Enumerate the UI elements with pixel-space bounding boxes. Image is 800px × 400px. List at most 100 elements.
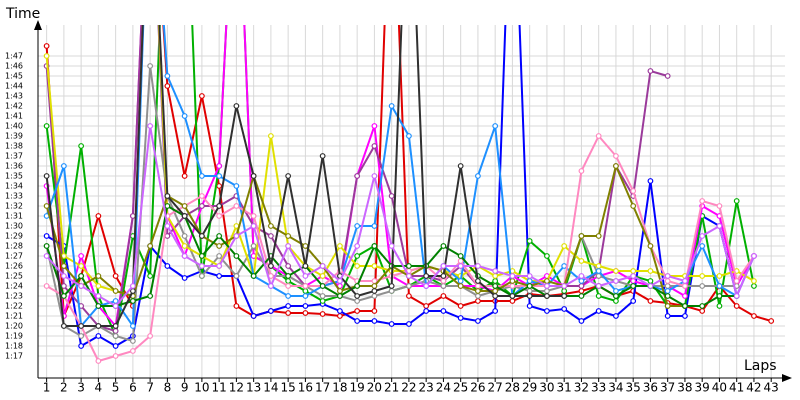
data-point bbox=[578, 278, 585, 284]
data-point bbox=[664, 278, 671, 284]
x-tick-label: 6 bbox=[129, 381, 137, 395]
data-point bbox=[181, 113, 188, 119]
data-point bbox=[43, 283, 50, 289]
data-point bbox=[95, 323, 102, 329]
data-point bbox=[630, 298, 637, 304]
data-point bbox=[406, 133, 412, 139]
data-point bbox=[716, 203, 723, 209]
data-point bbox=[250, 313, 257, 319]
data-point bbox=[78, 333, 85, 339]
data-point bbox=[751, 253, 757, 259]
data-point bbox=[440, 278, 447, 284]
data-point bbox=[595, 133, 602, 139]
data-point bbox=[78, 273, 85, 279]
data-point bbox=[613, 293, 619, 299]
data-point bbox=[647, 178, 654, 184]
x-tick-label: 24 bbox=[436, 381, 451, 395]
data-point bbox=[371, 308, 378, 314]
data-point bbox=[216, 233, 223, 239]
x-tick-label: 9 bbox=[181, 381, 189, 395]
x-tick-label: 12 bbox=[229, 381, 244, 395]
data-point bbox=[475, 263, 481, 269]
data-point bbox=[337, 288, 343, 294]
data-point bbox=[112, 273, 119, 279]
data-point bbox=[664, 303, 671, 309]
data-point bbox=[43, 123, 50, 129]
data-point bbox=[95, 273, 102, 279]
data-point bbox=[198, 93, 205, 99]
data-point bbox=[78, 343, 85, 349]
x-tick-label: 20 bbox=[367, 381, 382, 395]
data-point bbox=[354, 253, 361, 259]
data-point bbox=[319, 298, 326, 304]
data-point bbox=[526, 293, 533, 299]
data-point bbox=[43, 43, 50, 49]
data-point bbox=[682, 293, 688, 299]
data-point bbox=[112, 333, 119, 339]
x-tick-label: 26 bbox=[470, 381, 485, 395]
data-point bbox=[492, 268, 499, 274]
data-point bbox=[285, 310, 292, 316]
data-point bbox=[664, 313, 671, 319]
data-point bbox=[60, 293, 67, 299]
data-point bbox=[457, 163, 464, 169]
data-point bbox=[492, 273, 499, 279]
data-point bbox=[716, 223, 723, 229]
data-point bbox=[216, 163, 223, 169]
data-point bbox=[198, 253, 205, 259]
y-tick-label: 1:43 bbox=[5, 92, 23, 101]
data-point bbox=[319, 153, 326, 159]
y-tick-label: 1:46 bbox=[5, 62, 23, 71]
y-tick-label: 1:41 bbox=[5, 112, 23, 121]
series-line bbox=[45, 125, 755, 308]
data-point bbox=[440, 243, 447, 249]
data-point bbox=[526, 278, 533, 284]
data-point bbox=[285, 243, 292, 249]
data-point bbox=[613, 163, 619, 169]
data-point bbox=[509, 293, 516, 299]
data-point bbox=[354, 293, 361, 299]
y-tick-label: 1:25 bbox=[5, 272, 23, 281]
x-tick-label: 23 bbox=[419, 381, 434, 395]
data-point bbox=[233, 273, 240, 279]
data-point bbox=[733, 293, 740, 299]
data-point bbox=[233, 183, 240, 189]
data-point bbox=[406, 321, 412, 327]
y-tick-label: 1:33 bbox=[5, 192, 23, 201]
data-point bbox=[216, 273, 223, 279]
x-tick-label: 19 bbox=[350, 381, 365, 395]
data-point bbox=[164, 73, 171, 79]
data-point bbox=[475, 293, 481, 299]
data-point bbox=[267, 233, 274, 239]
data-point bbox=[371, 283, 378, 289]
x-tick-label: 3 bbox=[77, 381, 85, 395]
data-point bbox=[302, 273, 309, 279]
data-point bbox=[285, 283, 292, 289]
x-tick-label: 10 bbox=[194, 381, 209, 395]
data-point bbox=[647, 298, 654, 304]
data-point bbox=[319, 293, 326, 299]
data-point bbox=[164, 203, 171, 209]
data-point bbox=[475, 173, 481, 179]
data-point bbox=[630, 283, 637, 289]
data-point bbox=[250, 213, 257, 219]
data-point bbox=[388, 103, 395, 109]
data-point bbox=[544, 293, 550, 299]
y-tick-label: 1:18 bbox=[5, 342, 23, 351]
data-point bbox=[457, 283, 464, 289]
data-point bbox=[181, 233, 188, 239]
y-axis-title: Time bbox=[5, 6, 40, 22]
data-point bbox=[285, 278, 292, 284]
x-tick-label: 33 bbox=[591, 381, 606, 395]
x-tick-label: 34 bbox=[608, 381, 623, 395]
data-point bbox=[371, 143, 378, 149]
data-point bbox=[578, 318, 585, 324]
data-point bbox=[43, 53, 50, 59]
x-tick-label: 22 bbox=[401, 381, 416, 395]
data-point bbox=[267, 223, 274, 229]
data-point bbox=[457, 315, 464, 321]
data-point bbox=[354, 298, 361, 304]
data-point bbox=[630, 268, 637, 274]
data-point bbox=[388, 193, 395, 199]
data-point bbox=[768, 318, 775, 324]
